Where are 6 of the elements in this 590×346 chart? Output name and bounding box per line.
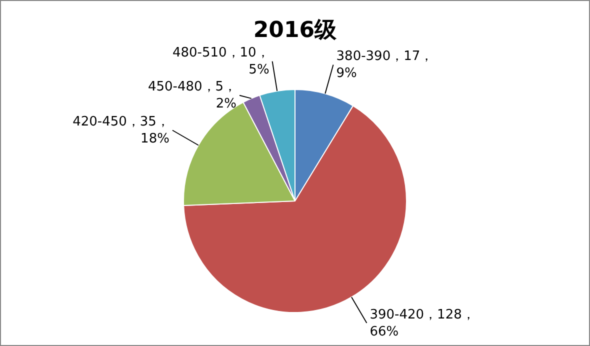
slice-label: 380-390，17，9% — [336, 49, 434, 82]
chart-title: 2016级 — [252, 17, 338, 45]
slice-label: 450-480，5，2% — [148, 80, 237, 112]
slice-label: 390-420，128，66% — [370, 307, 475, 340]
slice-label: 480-510，10，5% — [172, 46, 270, 78]
slice-label: 420-450，35，18% — [72, 114, 170, 147]
